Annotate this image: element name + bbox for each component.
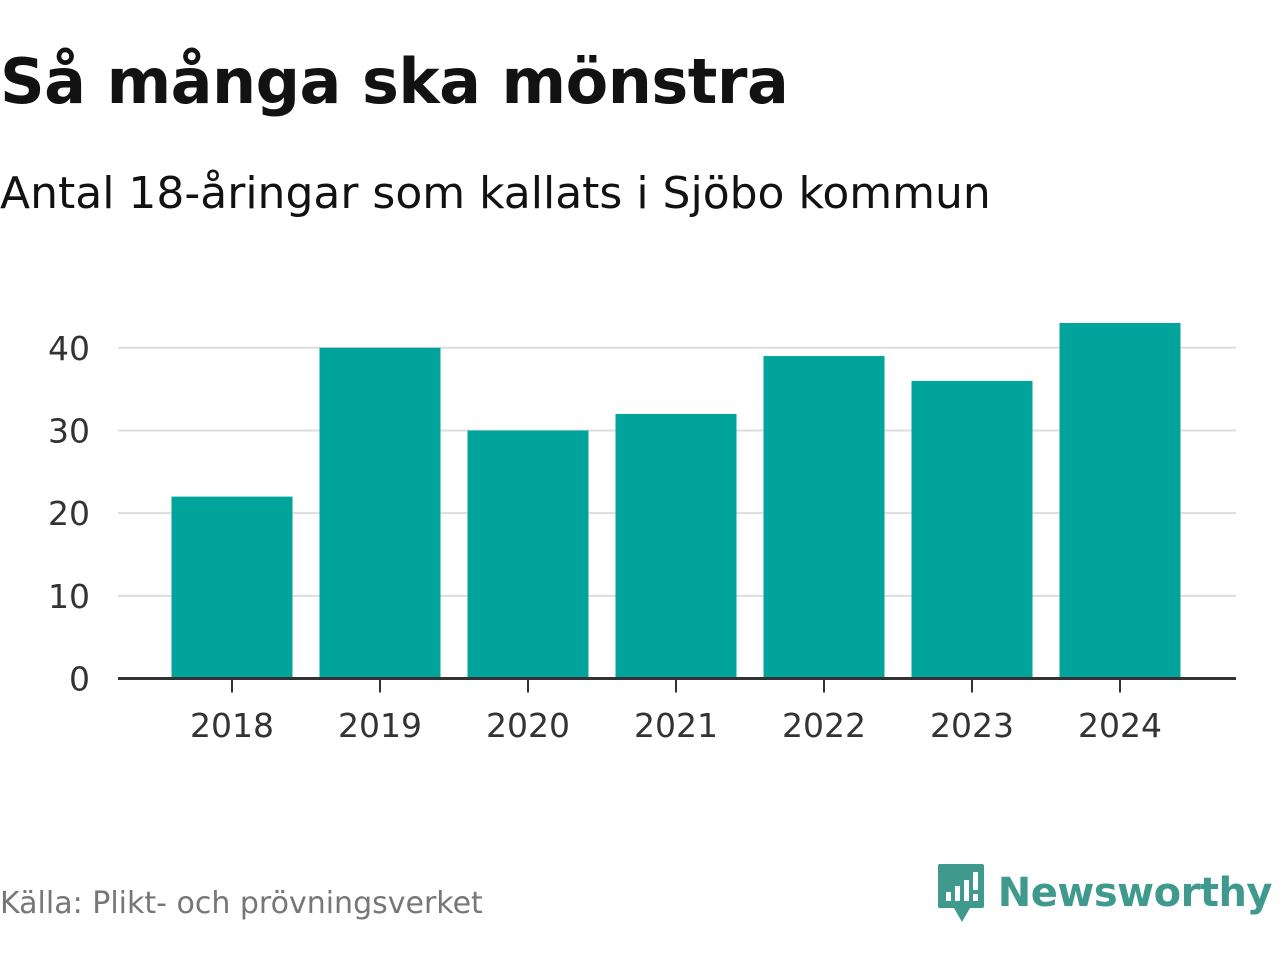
bar-2024 [1059,323,1181,679]
bars [171,323,1181,679]
x-tick-label: 2019 [338,706,422,745]
x-tick-label: 2024 [1078,706,1162,745]
chart-subtitle: Antal 18-åringar som kallats i Sjöbo kom… [0,168,991,219]
chart-title: Så många ska mönstra [0,45,789,118]
newsworthy-logo-icon [937,864,984,922]
x-tick-label: 2021 [634,706,718,745]
brand-name: Newsworthy [997,870,1273,916]
y-tick-label: 0 [69,660,90,699]
x-tick-label: 2023 [930,706,1014,745]
bar-2022 [763,356,885,679]
source-note: Källa: Plikt- och prövningsverket [0,886,483,921]
y-axis-ticks: 0 10 20 30 40 [48,329,90,699]
bar-2019 [319,347,441,679]
bar-2023 [911,380,1033,679]
bar-2021 [615,413,737,679]
y-tick-label: 20 [48,494,90,533]
x-axis-ticks: 2018 2019 2020 2021 2022 2023 2024 [190,678,1162,745]
y-tick-label: 40 [48,329,90,368]
brand-logo: Newsworthy [936,862,1273,924]
bar-2018 [171,496,293,679]
x-tick-label: 2022 [782,706,866,745]
y-tick-label: 10 [48,577,90,616]
y-tick-label: 30 [48,411,90,450]
x-tick-label: 2020 [486,706,570,745]
x-tick-label: 2018 [190,706,274,745]
bar-2020 [467,430,589,679]
